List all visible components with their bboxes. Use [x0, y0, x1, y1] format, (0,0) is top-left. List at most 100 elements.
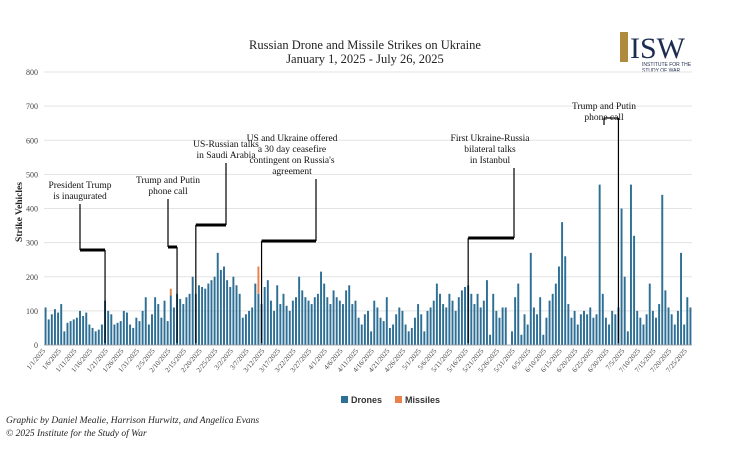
bar-drones: [504, 307, 507, 345]
annotation-text: is inaugurated: [53, 192, 107, 202]
bar-drones: [479, 307, 482, 345]
bar-drones: [166, 321, 169, 345]
bar-drones: [680, 252, 683, 345]
bar-drones: [295, 297, 297, 345]
x-axis-ticks: 1/1/20251/6/20251/11/20251/16/20251/21/2…: [25, 347, 689, 374]
bar-drones: [498, 317, 501, 345]
bar-drones: [636, 310, 639, 345]
annotation-text: contingent on Russia's: [249, 156, 334, 166]
bar-drones: [263, 286, 266, 345]
bar-drones: [266, 280, 269, 345]
bar-drones: [57, 312, 60, 345]
y-tick-label: 100: [26, 307, 38, 316]
bar-drones: [429, 307, 432, 345]
bar-drones: [329, 304, 332, 345]
bar-drones: [363, 314, 366, 345]
bar-drones: [589, 307, 592, 345]
bar-drones: [313, 297, 316, 345]
bar-drones: [97, 329, 100, 345]
logo-line2: STUDY OF WAR: [642, 68, 680, 74]
bar-drones: [88, 324, 91, 345]
bar-drones: [185, 297, 188, 345]
bar-drones: [501, 307, 504, 345]
annotation-text: Trump and Putin: [572, 102, 636, 112]
legend-swatch-missiles: [395, 396, 402, 403]
bar-drones: [232, 276, 235, 345]
bar-drones: [100, 324, 103, 345]
bar-drones: [154, 297, 157, 345]
bar-drones: [413, 317, 416, 345]
bar-missiles: [257, 266, 260, 294]
bar-drones: [460, 290, 463, 345]
bar-drones: [614, 314, 617, 345]
bar-drones: [191, 276, 194, 345]
credit-authors: Graphic by Daniel Mealie, Harrison Hurwi…: [6, 416, 259, 426]
bar-drones: [172, 307, 175, 345]
bar-drones: [401, 310, 404, 345]
bar-drones: [517, 283, 520, 345]
bar-drones: [457, 297, 460, 345]
bar-drones: [595, 314, 598, 345]
bar-drones: [426, 310, 429, 345]
bar-drones: [551, 293, 554, 345]
bar-drones: [642, 324, 645, 345]
bar-drones: [629, 184, 632, 345]
bar-drones: [348, 285, 351, 345]
bar-drones: [301, 290, 304, 345]
bar-drones: [132, 327, 135, 345]
bar-drones: [470, 293, 473, 345]
bar-drones: [448, 293, 451, 345]
bar-drones: [548, 300, 551, 345]
bar-drones: [495, 310, 498, 345]
bar-drones: [238, 293, 241, 345]
bar-drones: [147, 324, 150, 345]
bar-drones: [141, 310, 144, 345]
bar-drones: [207, 283, 210, 345]
bar-drones: [604, 317, 607, 345]
y-axis-label: Strike Vehicles: [15, 182, 25, 242]
bar-drones: [686, 297, 689, 345]
bar-drones: [598, 184, 601, 345]
y-tick-label: 200: [26, 273, 38, 282]
isw-logo: ISW INSTITUTE FOR THE STUDY OF WAR: [620, 32, 692, 74]
bar-drones: [633, 235, 636, 345]
y-tick-label: 800: [26, 68, 38, 77]
bar-drones: [254, 283, 257, 345]
bar-drones: [335, 297, 338, 345]
logo-line1: INSTITUTE FOR THE: [642, 62, 692, 68]
bar-drones: [119, 321, 122, 345]
bar-drones: [188, 293, 191, 345]
bar-drones: [526, 324, 529, 345]
bar-drones: [276, 285, 279, 345]
bar-drones: [72, 319, 75, 345]
bar-drones: [345, 290, 348, 345]
bar-drones: [623, 276, 626, 345]
bar-drones: [338, 300, 341, 345]
bar-drones: [288, 310, 291, 345]
bar-drones: [492, 293, 495, 345]
bar-drones: [116, 322, 119, 345]
bar-drones: [357, 317, 360, 345]
bar-drones: [157, 304, 160, 345]
annotation-text: US-Russian talks: [193, 140, 259, 150]
bar-drones: [557, 266, 560, 345]
bar-drones: [235, 285, 238, 345]
annotation-text: in Saudi Arabia: [196, 151, 256, 161]
bar-drones: [360, 324, 363, 345]
bar-drones: [204, 288, 207, 345]
annotation-text: US and Ukraine offered: [247, 133, 338, 144]
annotation-text: President Trump: [48, 181, 111, 191]
bar-drones: [160, 317, 163, 345]
bar-drones: [138, 321, 141, 345]
logo-emblem: [620, 32, 628, 62]
bar-drones: [532, 307, 535, 345]
bar-drones: [667, 307, 670, 345]
bar-drones: [579, 314, 582, 345]
bar-drones: [285, 305, 288, 345]
bar-drones: [370, 331, 373, 345]
bar-drones: [404, 324, 407, 345]
bar-drones: [110, 314, 113, 345]
